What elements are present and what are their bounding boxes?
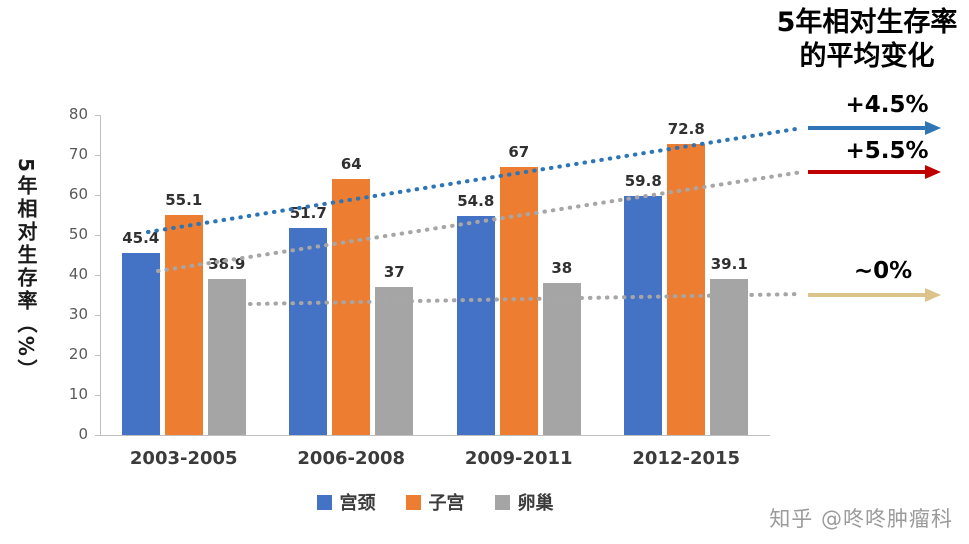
legend-item: 子宫 — [405, 489, 465, 515]
y-tick-mark — [95, 354, 100, 356]
bar-data-label: 45.4 — [122, 229, 160, 248]
bar: 51.7 — [289, 204, 328, 435]
trend-annotation-label: +5.5% — [845, 138, 929, 164]
legend-swatch — [494, 494, 510, 510]
bar: 59.8 — [624, 172, 663, 435]
bar-data-label: 37 — [383, 263, 405, 281]
chart-legend: 宫颈 子宫 卵巢 — [100, 489, 770, 515]
y-tick-label: 40 — [68, 265, 88, 283]
bar: 45.4 — [121, 229, 160, 435]
bar-group: 45.4 55.1 38.9 — [121, 191, 246, 435]
bar: 38.9 — [207, 255, 246, 435]
bar: 55.1 — [164, 191, 203, 435]
bar-data-label: 51.7 — [289, 204, 327, 223]
bar-group: 59.8 72.8 39.1 — [624, 120, 749, 435]
y-tick-mark — [95, 114, 100, 116]
y-tick-label: 70 — [68, 145, 88, 163]
legend-swatch — [316, 494, 332, 510]
x-axis-line — [100, 435, 770, 436]
watermark: 知乎 @咚咚肿瘤科 — [769, 507, 953, 531]
y-tick-label: 30 — [68, 305, 88, 323]
bar: 39.1 — [710, 255, 749, 435]
y-tick-mark — [95, 234, 100, 236]
legend-item: 宫颈 — [316, 489, 376, 515]
plot-area: 45.4 55.1 38.9 51.7 64 37 54.8 67 38 59.8 72.8 39.1 — [100, 115, 770, 435]
y-tick-label: 0 — [78, 425, 88, 443]
bar: 72.8 — [667, 120, 706, 435]
trend-annotation-label: ~0% — [853, 258, 913, 284]
x-axis-label: 2003-2005 — [129, 448, 238, 469]
bar-group: 54.8 67 38 — [456, 143, 581, 435]
y-tick-mark — [95, 274, 100, 276]
legend-label: 宫颈 — [339, 493, 376, 514]
y-tick-label: 80 — [68, 105, 88, 123]
legend-swatch — [405, 494, 421, 510]
bar-data-label: 59.8 — [624, 171, 662, 190]
bar-data-label: 39.1 — [710, 254, 748, 273]
bar-data-label: 72.8 — [667, 119, 705, 138]
y-tick-mark — [95, 314, 100, 316]
legend-label: 子宫 — [428, 493, 465, 514]
trend-arrow-head — [925, 288, 941, 302]
legend-item: 卵巢 — [494, 489, 554, 515]
y-tick-mark — [95, 394, 100, 396]
y-tick-label: 10 — [68, 385, 88, 403]
trend-arrow-head — [925, 121, 941, 135]
y-axis-ticks: 0 10 20 30 40 50 60 70 80 — [0, 0, 100, 544]
x-axis-label: 2012-2015 — [632, 448, 741, 469]
legend-label: 卵巢 — [517, 493, 554, 514]
bar: 64 — [332, 155, 371, 435]
y-tick-label: 20 — [68, 345, 88, 363]
bar: 54.8 — [456, 192, 495, 435]
x-axis-label: 2009-2011 — [464, 448, 573, 469]
bar-data-label: 54.8 — [457, 191, 495, 210]
bar: 67 — [499, 143, 538, 435]
y-axis-line — [100, 115, 101, 435]
bar: 37 — [375, 263, 414, 435]
annotation-title-line2: 的平均变化 — [799, 40, 935, 72]
bar-data-label: 55.1 — [165, 190, 203, 209]
x-axis-labels: 2003-2005 2006-2008 2009-2011 2012-2015 — [100, 448, 770, 469]
bar-group: 51.7 64 37 — [289, 155, 414, 435]
bar-data-label: 67 — [508, 143, 530, 161]
annotation-title: 5年相对生存率 的平均变化 — [768, 6, 966, 74]
x-axis-label: 2006-2008 — [297, 448, 406, 469]
bar-data-label: 64 — [340, 155, 362, 173]
y-tick-label: 60 — [68, 185, 88, 203]
y-tick-label: 50 — [68, 225, 88, 243]
bar: 38 — [542, 259, 581, 435]
y-tick-mark — [95, 194, 100, 196]
bar-data-label: 38 — [551, 259, 573, 277]
bar-data-label: 38.9 — [208, 255, 246, 274]
trend-arrow-head — [925, 165, 941, 179]
trend-annotation-label: +4.5% — [845, 92, 929, 118]
annotation-title-line1: 5年相对生存率 — [776, 7, 958, 38]
y-tick-mark — [95, 434, 100, 436]
y-tick-mark — [95, 154, 100, 156]
y-axis-title: 5年相对生存率（%） — [14, 158, 38, 382]
